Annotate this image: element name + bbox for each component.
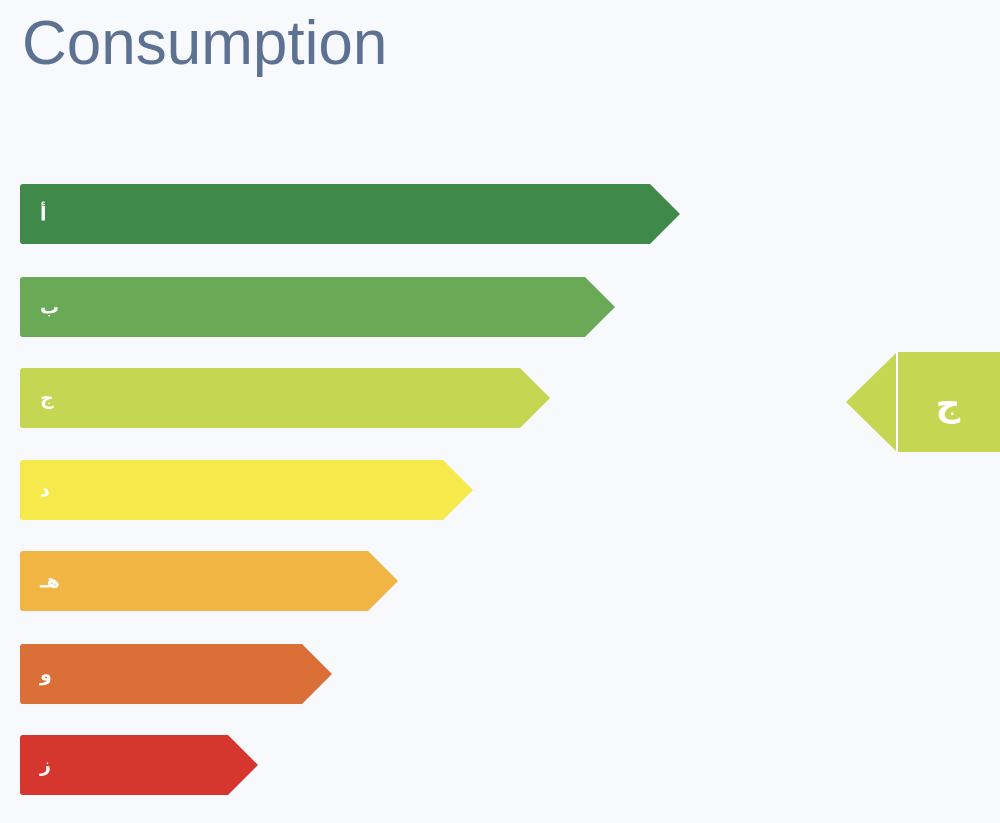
rating-label: و [39,664,52,686]
rating-label: هـ [39,571,60,593]
rating-label: ز [39,755,51,777]
rating-bar [20,368,550,428]
rating-bar [20,277,615,337]
rating-bar [20,735,258,795]
rating-label: د [40,480,50,502]
rating-label: ج [40,388,54,410]
rating-bar [20,184,680,244]
rating-label: أ [40,202,47,226]
rating-bar [20,460,473,520]
indicator-arrow [846,352,1000,452]
rating-bar [20,644,332,704]
page-title: Consumption [22,9,387,78]
rating-bar [20,551,398,611]
rating-label: ب [40,297,59,319]
indicator-label: ج [936,385,961,425]
